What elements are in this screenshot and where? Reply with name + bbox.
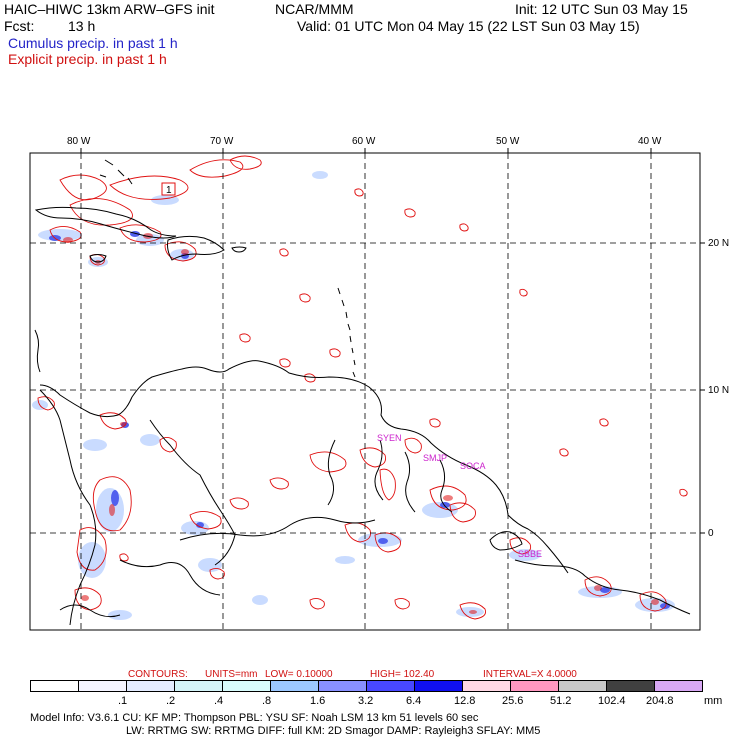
forecast-hour: 13 h [68, 18, 96, 34]
legend-tick-label: .8 [262, 695, 272, 707]
forecast-label: Fcst: [4, 18, 35, 34]
model-info-line-2: LW: RRTMG SW: RRTMG DIFF: full KM: 2D Sm… [126, 725, 541, 737]
station-soca: SOCA [460, 461, 486, 471]
high-value-marker-label: 1 [166, 185, 172, 196]
legend-tick-label: 6.4 [406, 695, 422, 707]
coastlines [34, 159, 691, 626]
valid-time: Valid: 01 UTC Mon 04 May 15 (22 LST Sun … [297, 18, 640, 34]
legend-tick-label: 1.6 [310, 695, 326, 707]
map-title: HAIC–HIWC 13km ARW–GFS init [4, 1, 215, 17]
explicit-precip-contours [37, 155, 688, 620]
lat-label-equator: 0 [708, 528, 714, 539]
map-background [30, 153, 700, 630]
legend-swatch [126, 680, 175, 692]
legend-swatch [606, 680, 655, 692]
legend-swatch [318, 680, 367, 692]
init-time: Init: 12 UTC Sun 03 May 15 [515, 1, 688, 17]
station-smjp: SMJP [423, 453, 447, 463]
lon-label-70w: 70 W [210, 136, 234, 147]
contours-high: HIGH= 102.40 [370, 669, 435, 680]
explicit-precip-cores [63, 233, 659, 614]
high-value-marker [161, 182, 176, 196]
lat-label-20n: 20 N [708, 238, 730, 249]
contours-units: UNITS=mm [205, 669, 258, 680]
lon-label-40w: 40 W [638, 136, 662, 147]
legend-unit: mm [704, 695, 723, 707]
legend-tick-label: 3.2 [358, 695, 374, 707]
contours-label: CONTOURS: [128, 669, 188, 680]
legend-swatch [510, 680, 559, 692]
lon-label-80w: 80 W [67, 136, 91, 147]
station-sbbe: SBBE [518, 549, 542, 559]
lat-label-10n: 10 N [708, 385, 730, 396]
explicit-legend-label: Explicit precip. in past 1 h [8, 51, 167, 67]
legend-tick-label: .4 [214, 695, 224, 707]
legend-tick-label: .2 [166, 695, 176, 707]
station-syen: SYEN [377, 433, 402, 443]
organization-label: NCAR/MMM [275, 1, 354, 17]
legend-swatch [270, 680, 319, 692]
contours-interval: INTERVAL=X 4.0000 [483, 669, 577, 680]
legend-swatch [558, 680, 607, 692]
legend-tick-label: 204.8 [646, 695, 674, 707]
map-ticks [80, 148, 705, 534]
legend-swatch [78, 680, 127, 692]
lon-label-50w: 50 W [496, 136, 520, 147]
legend-swatch [366, 680, 415, 692]
lon-label-60w: 60 W [352, 136, 376, 147]
legend-tick-label: 25.6 [502, 695, 524, 707]
legend-swatch [222, 680, 271, 692]
legend-tick-label: .1 [118, 695, 128, 707]
legend-swatch [174, 680, 223, 692]
cumulus-precip-shading [32, 171, 675, 620]
legend-swatch [462, 680, 511, 692]
cumulus-legend-label: Cumulus precip. in past 1 h [8, 35, 178, 51]
legend-swatch [30, 680, 79, 692]
legend-tick-label: 102.4 [598, 695, 626, 707]
legend-tick-label: 12.8 [454, 695, 476, 707]
legend-tick-label: 51.2 [550, 695, 572, 707]
lat-lon-grid [30, 153, 700, 630]
model-info-line-1: Model Info: V3.6.1 CU: KF MP: Thompson P… [30, 712, 479, 724]
legend-swatch [654, 680, 703, 692]
contours-low: LOW= 0.10000 [265, 669, 333, 680]
legend-swatch [414, 680, 463, 692]
cumulus-precip-cores [49, 231, 670, 609]
